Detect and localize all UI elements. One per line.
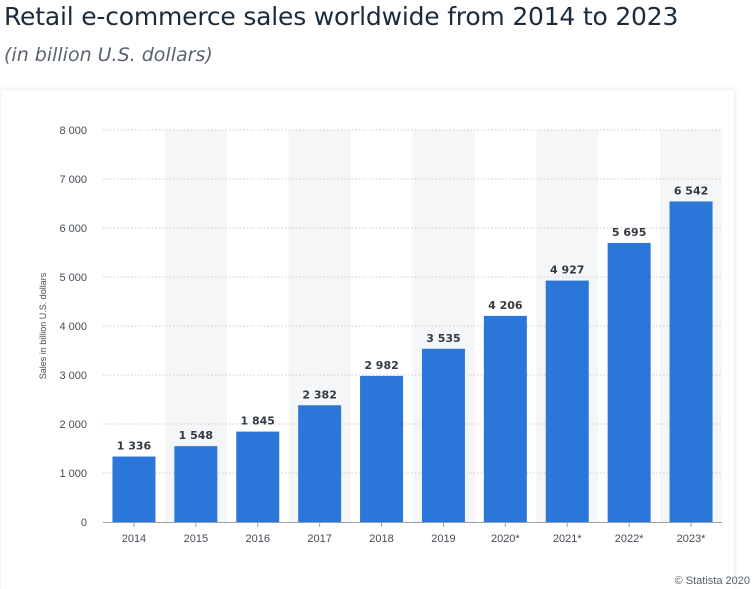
bar-2019 — [421, 348, 465, 522]
y-tick-label: 6 000 — [59, 223, 87, 235]
value-label-2018: 2 982 — [364, 359, 398, 372]
bar-2021* — [545, 280, 589, 522]
value-label-2015: 1 548 — [179, 429, 213, 442]
x-tick-label: 2015 — [184, 533, 208, 545]
x-tick-label: 2014 — [122, 533, 146, 545]
bar-2015 — [174, 446, 218, 522]
value-label-2014: 1 336 — [117, 440, 152, 453]
x-tick-label: 2020* — [491, 533, 520, 545]
bar-2023* — [669, 201, 713, 522]
value-label-2016: 1 845 — [241, 415, 275, 428]
value-label-2022*: 5 695 — [612, 226, 646, 239]
y-tick-label: 2 000 — [59, 419, 87, 431]
x-tick-label: 2018 — [369, 533, 393, 545]
bar-2022* — [607, 242, 651, 522]
chart-title: Retail e-commerce sales worldwide from 2… — [4, 2, 679, 31]
x-tick-label: 2016 — [246, 533, 270, 545]
bar-2020* — [483, 315, 527, 522]
x-tick-label: 2021* — [553, 533, 582, 545]
y-tick-label: 1 000 — [59, 468, 87, 480]
value-label-2017: 2 382 — [302, 388, 336, 401]
value-label-2021*: 4 927 — [550, 264, 584, 277]
statista-credit: © Statista 2020 — [674, 575, 750, 587]
bar-2014 — [112, 456, 156, 522]
value-labels: 1 336 1 548 1 845 2 382 2 982 3 535 4 206 4 927… — [117, 184, 709, 452]
bars — [112, 201, 713, 522]
y-axis-label: Sales in billion U.S. dollars — [38, 272, 48, 379]
x-tick-label: 2019 — [431, 533, 455, 545]
x-axis-ticks: 2014 2015 2016 2017 2018 2019 2020* 2021* 2022* 2… — [122, 522, 706, 545]
y-tick-label: 0 — [81, 517, 87, 529]
value-label-2023*: 6 542 — [674, 184, 708, 197]
y-tick-label: 4 000 — [59, 321, 87, 333]
bar-2018 — [360, 375, 404, 522]
bar-2017 — [298, 405, 342, 522]
y-tick-label: 8 000 — [59, 125, 87, 137]
y-axis-ticks: 0 1 000 2 000 3 000 4 000 5 000 6 000 7 000 8 00… — [59, 125, 87, 529]
x-tick-label: 2023* — [677, 533, 706, 545]
value-label-2020*: 4 206 — [488, 299, 523, 312]
value-label-2019: 3 535 — [426, 332, 460, 345]
y-tick-label: 3 000 — [59, 370, 87, 382]
chart-subtitle: (in billion U.S. dollars) — [4, 44, 213, 66]
y-tick-label: 5 000 — [59, 272, 87, 284]
x-tick-label: 2022* — [615, 533, 644, 545]
x-tick-label: 2017 — [307, 533, 331, 545]
y-tick-label: 7 000 — [59, 174, 87, 186]
bar-2016 — [236, 431, 280, 522]
